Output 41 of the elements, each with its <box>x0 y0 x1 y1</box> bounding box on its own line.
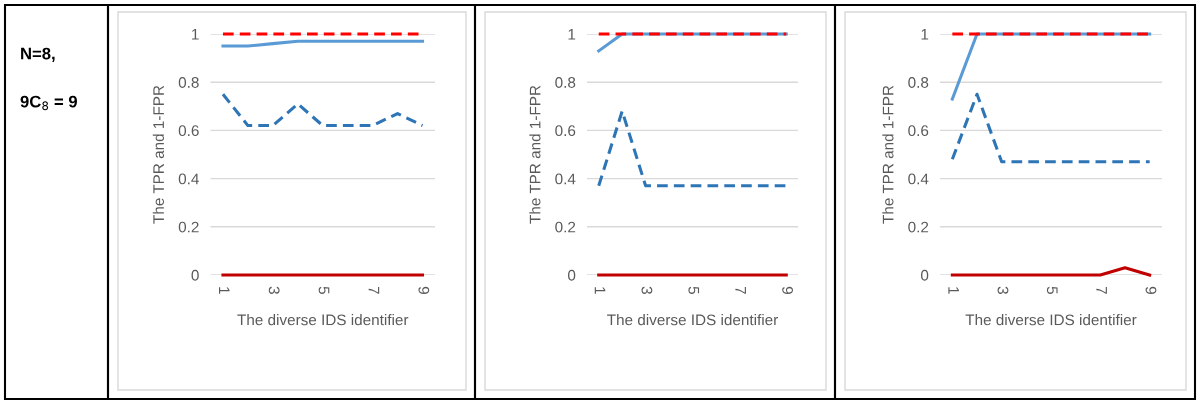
x-tick-label: 7 <box>1096 286 1107 294</box>
x-tick-label: 3 <box>641 286 653 294</box>
x-tick-label: 9 <box>418 286 430 294</box>
y-tick-label: 1 <box>192 29 199 40</box>
x-tick-label: 5 <box>1046 286 1058 294</box>
y-tick-label: 0 <box>920 269 929 281</box>
x-tick-label: 1 <box>948 287 959 294</box>
y-tick-label: 0.4 <box>555 173 576 185</box>
x-tick-label: 3 <box>268 286 280 294</box>
y-tick-label: 0.4 <box>178 173 199 185</box>
text: 9C$_{8}$ = 9 <box>20 95 77 111</box>
x-tick-label: 7 <box>735 286 746 294</box>
y-tick-label: 0.8 <box>908 77 929 88</box>
x-tick-label: 3 <box>997 286 1009 294</box>
y-tick-label: 0.8 <box>178 77 199 88</box>
x-tick-label: 1 <box>594 287 606 294</box>
y-tick-label: 0.6 <box>908 125 929 137</box>
x-axis-title: The diverse IDS identifier <box>607 314 779 326</box>
x-tick-label: 5 <box>318 286 330 294</box>
x-tick-label: 5 <box>688 286 700 294</box>
y-tick-label: 0.6 <box>178 125 199 137</box>
x-axis-title: The diverse IDS identifier <box>237 314 409 326</box>
x-tick-label: 9 <box>782 286 793 294</box>
y-axis-title: The TPR and 1-FPR <box>152 85 165 224</box>
y-tick-label: 0.2 <box>555 221 576 233</box>
y-tick-label: 0.4 <box>908 173 929 185</box>
y-tick-label: 0.8 <box>555 77 576 88</box>
y-tick-label: 1 <box>568 29 576 40</box>
y-tick-label: 0.2 <box>178 221 199 233</box>
y-axis-title: The TPR and 1-FPR <box>882 85 894 224</box>
y-tick-label: 1 <box>921 29 929 40</box>
x-tick-label: 9 <box>1145 286 1157 294</box>
y-tick-label: 0 <box>567 269 576 281</box>
y-tick-label: 0.2 <box>908 221 929 233</box>
text: N=8, <box>21 47 55 62</box>
x-tick-label: 7 <box>368 286 380 294</box>
y-tick-label: 0.6 <box>555 125 576 137</box>
y-tick-label: 0 <box>191 269 199 281</box>
x-axis-title: The diverse IDS identifier <box>965 314 1137 326</box>
y-axis-title: The TPR and 1-FPR <box>529 85 541 224</box>
x-tick-label: 1 <box>219 287 230 294</box>
